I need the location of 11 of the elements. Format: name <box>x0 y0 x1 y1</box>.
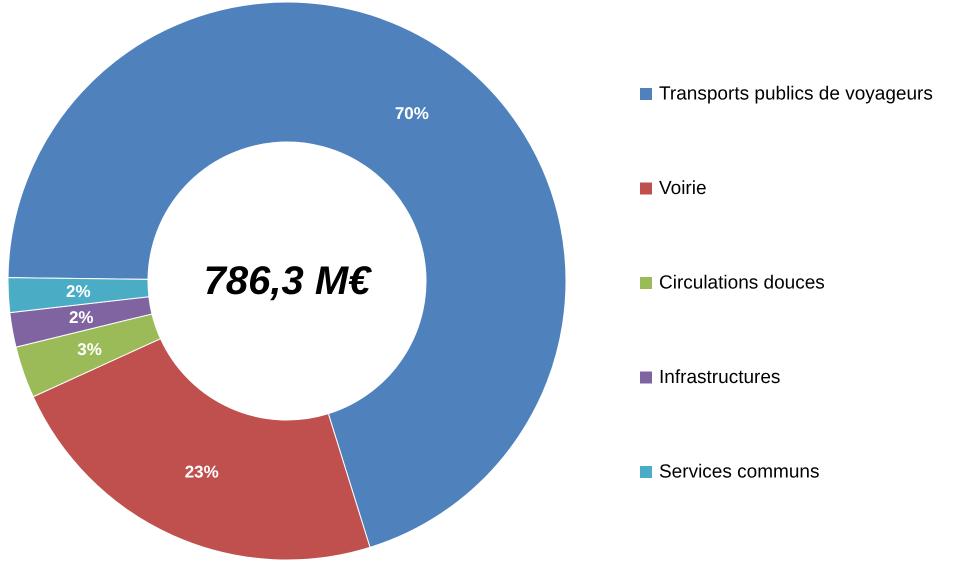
legend-label: Transports publics de voyageurs <box>659 84 933 104</box>
legend-label: Infrastructures <box>659 367 780 388</box>
data-label: 3% <box>77 340 102 359</box>
data-label: 70% <box>394 104 429 123</box>
legend-label: Voirie <box>659 178 707 199</box>
data-label: 2% <box>66 282 91 302</box>
data-label: 23% <box>184 462 219 482</box>
legend-label: Circulations douces <box>659 272 825 294</box>
legend-label: Services communs <box>659 462 820 482</box>
data-label: 2% <box>68 308 94 328</box>
text: 786,3 M€ <box>204 259 372 303</box>
